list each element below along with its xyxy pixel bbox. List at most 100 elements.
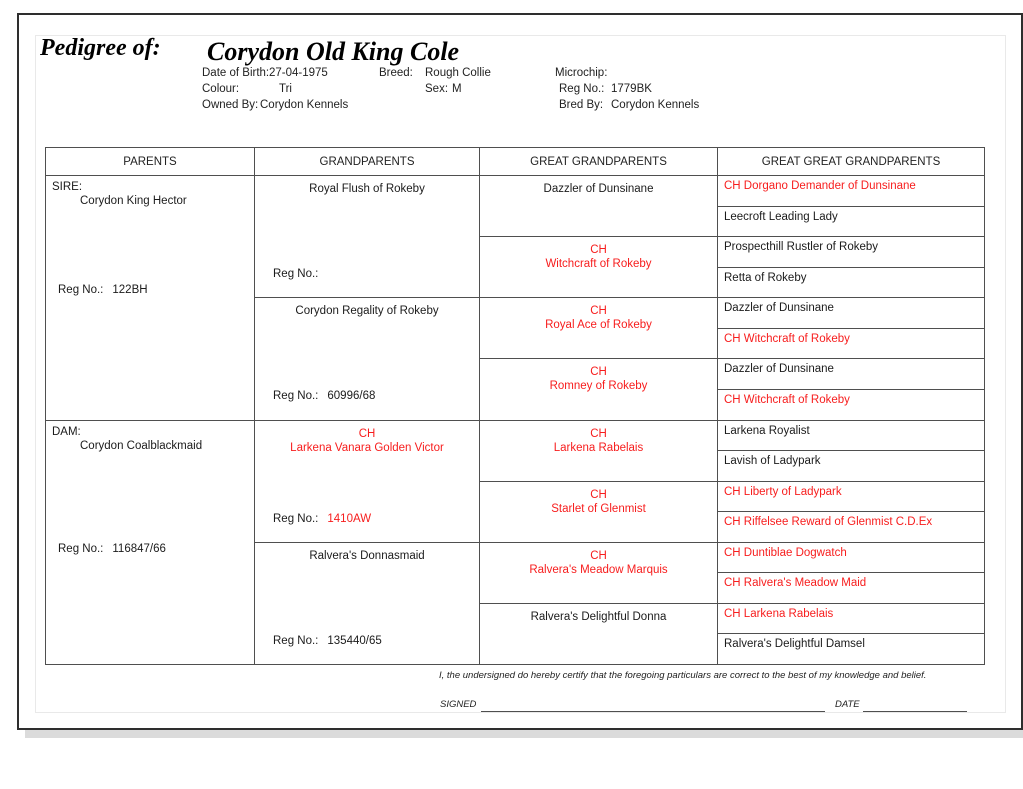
pedigree-table: PARENTS GRANDPARENTS GREAT GRANDPARENTS …	[45, 147, 985, 666]
ancestor-name-block: Ralvera's Donnasmaid	[255, 543, 479, 563]
regno-value: 1779BK	[611, 83, 652, 95]
column-header-great-grandparents: GREAT GRANDPARENTS	[479, 147, 718, 176]
table-row: Ralvera's Delightful Donna CH Larkena Ra…	[46, 602, 985, 666]
sex-label: Sex:	[425, 83, 449, 95]
grandparent-reg-line: Reg No.: 1410AW	[273, 513, 371, 525]
ggg-cell: Leecroft Leading Lady	[717, 205, 985, 238]
dog-name: Corydon Old King Cole	[207, 37, 460, 66]
ggg-cell: CH Duntiblae Dogwatch	[717, 541, 985, 574]
dam-cell: DAM: Corydon Coalblackmaid Reg No.: 11684…	[45, 419, 255, 665]
ancestor-name: Dazzler of Dunsinane	[724, 302, 834, 315]
ancestor-name-block: CH Witchcraft of Rokeby	[480, 237, 717, 271]
certificate-inner-frame	[35, 35, 1006, 713]
microchip-label: Microchip:	[555, 67, 608, 79]
breed-value: Rough Collie	[425, 67, 491, 79]
sire-name: Corydon King Hector	[80, 195, 187, 207]
certification-text: I, the undersigned do hereby certify tha…	[439, 670, 927, 681]
ancestor-name-block: Ralvera's Delightful Donna	[480, 604, 717, 624]
colour-value: Tri	[279, 83, 292, 95]
dob-value: 27-04-1975	[269, 67, 328, 79]
sire-great-grandparent-cell-2: CH Witchcraft of Rokeby	[479, 236, 718, 299]
ggg-cell: Prospecthill Rustler of Rokeby	[717, 236, 985, 268]
ggg-cell: CH Ralvera's Meadow Maid	[717, 572, 985, 604]
table-row: CH Witchcraft of Rokeby Prospecthill Rus…	[46, 236, 985, 299]
ancestor-name: CH Duntiblae Dogwatch	[724, 546, 847, 559]
ggg-cell: Retta of Rokeby	[717, 266, 985, 299]
owned-by-value: Corydon Kennels	[260, 99, 349, 111]
ancestor-name-block: Corydon Regality of Rokeby	[255, 298, 479, 318]
ancestor-name: Dazzler of Dunsinane	[724, 363, 834, 376]
table-row: CH Romney of Rokeby Dazzler of Dunsinane	[46, 358, 985, 421]
ancestor-name: Lavish of Ladypark	[724, 455, 821, 468]
table-row: DAM: Corydon Coalblackmaid Reg No.: 11684…	[45, 419, 985, 665]
ancestor-name: Larkena Vanara Golden Victor	[290, 441, 444, 454]
reg-label: Reg No.:	[58, 284, 104, 296]
ancestor-name: Corydon Regality of Rokeby	[295, 305, 439, 318]
signed-line	[481, 702, 825, 712]
champion-prefix: CH	[590, 305, 607, 318]
ancestor-name: CH Dorgano Demander of Dunsinane	[724, 180, 916, 192]
sire-reg-line: Reg No.: 122BH	[58, 284, 148, 296]
bred-by-label: Bred By:	[559, 99, 604, 111]
dam-great-grandparent-cell-3: CH Ralvera's Meadow Marquis	[479, 541, 718, 604]
colour-label: Colour:	[202, 83, 240, 95]
column-header-great-great-grandparents: GREAT GREAT GRANDPARENTS	[717, 147, 985, 176]
sire-cell: SIRE: Corydon King Hector Reg No.: 122BH	[45, 175, 255, 421]
reg-value: 122BH	[112, 284, 148, 296]
table-row: CH Witchcraft of Rokeby	[46, 327, 985, 360]
ancestor-name: Dazzler of Dunsinane	[543, 183, 654, 195]
signed-label: SIGNED	[440, 699, 477, 710]
date-label: DATE	[835, 699, 860, 710]
ggg-cell: Lavish of Ladypark	[717, 450, 985, 482]
ancestor-name-block: CH Romney of Rokeby	[480, 359, 717, 393]
dam-name: Corydon Coalblackmaid	[80, 439, 203, 452]
grandparent-reg-line: Reg No.:	[273, 268, 327, 280]
ancestor-name: Retta of Rokeby	[724, 271, 807, 284]
ggg-cell: CH Larkena Rabelais	[717, 602, 985, 635]
sire-role-label: SIRE:	[52, 181, 83, 193]
champion-prefix: CH	[590, 366, 607, 379]
ancestor-name: Larkena Royalist	[724, 424, 810, 437]
ancestor-name: Romney of Rokeby	[549, 380, 648, 393]
grandparent-reg-line: Reg No.: 60996/68	[273, 390, 375, 402]
sire-great-grandparent-cell-4: CH Romney of Rokeby	[479, 358, 718, 421]
ancestor-name-block: CH Larkena Rabelais	[480, 421, 717, 455]
table-row: SIRE: Corydon King Hector Reg No.: 122BH …	[45, 174, 985, 421]
ggg-cell: Dazzler of Dunsinane	[717, 358, 985, 390]
pedigree-of-label: Pedigree of:	[40, 35, 161, 61]
ancestor-name-block: CH Royal Ace of Rokeby	[480, 298, 717, 332]
ancestor-name: CH Riffelsee Reward of Glenmist C.D.Ex	[724, 516, 933, 529]
ggg-cell: CH Witchcraft of Rokeby	[717, 388, 985, 421]
column-header-parents: PARENTS	[45, 147, 255, 176]
reg-value: 1410AW	[327, 512, 372, 525]
ggg-cell: Dazzler of Dunsinane	[717, 297, 985, 329]
sire-great-grandparent-cell-3: CH Royal Ace of Rokeby	[479, 297, 718, 360]
table-row: CH Starlet of Glenmist CH Liberty of Lad…	[46, 480, 985, 543]
pedigree-certificate-page: Pedigree of: Corydon Old King Cole Date …	[17, 13, 1023, 730]
ancestor-name-block: CH Starlet of Glenmist	[480, 482, 717, 516]
bred-by-value: Corydon Kennels	[611, 99, 700, 111]
reg-label: Reg No.:	[273, 634, 319, 647]
ggg-cell: CH Dorgano Demander of Dunsinane	[717, 175, 985, 207]
table-row: Ralvera's Delightful Damsel	[46, 633, 985, 665]
dam-grandparent-cell-2: Ralvera's Donnasmaid Reg No.: 135440/65	[254, 541, 480, 666]
champion-prefix: CH	[590, 488, 607, 501]
champion-prefix: CH	[590, 244, 607, 257]
grandparent-reg-line: Reg No.: 135440/65	[273, 635, 382, 647]
sire-grandparent-cell-2: Corydon Regality of Rokeby Reg No.: 60996…	[254, 297, 480, 421]
ggg-cell: Ralvera's Delightful Damsel	[717, 633, 985, 665]
column-header-grandparents: GRANDPARENTS	[254, 147, 480, 176]
ancestor-name: Royal Ace of Rokeby	[545, 319, 652, 332]
dam-great-grandparent-cell-1: CH Larkena Rabelais	[479, 419, 718, 482]
ancestor-name: CH Ralvera's Meadow Maid	[724, 577, 867, 590]
champion-prefix: CH	[590, 427, 607, 440]
ancestor-name: Leecroft Leading Lady	[724, 210, 838, 223]
ancestor-name: CH Witchcraft of Rokeby	[724, 393, 850, 406]
ancestor-name-block: CH Larkena Vanara Golden Victor	[255, 421, 479, 455]
reg-value: 116847/66	[112, 542, 166, 555]
champion-prefix: CH	[590, 549, 607, 562]
ggg-cell: CH Riffelsee Reward of Glenmist C.D.Ex	[717, 511, 985, 543]
ggg-cell: Larkena Royalist	[717, 419, 985, 452]
ancestor-name: Larkena Rabelais	[553, 441, 644, 454]
sire-grandparent-cell-1: Royal Flush of Rokeby Reg No.:	[254, 174, 480, 299]
